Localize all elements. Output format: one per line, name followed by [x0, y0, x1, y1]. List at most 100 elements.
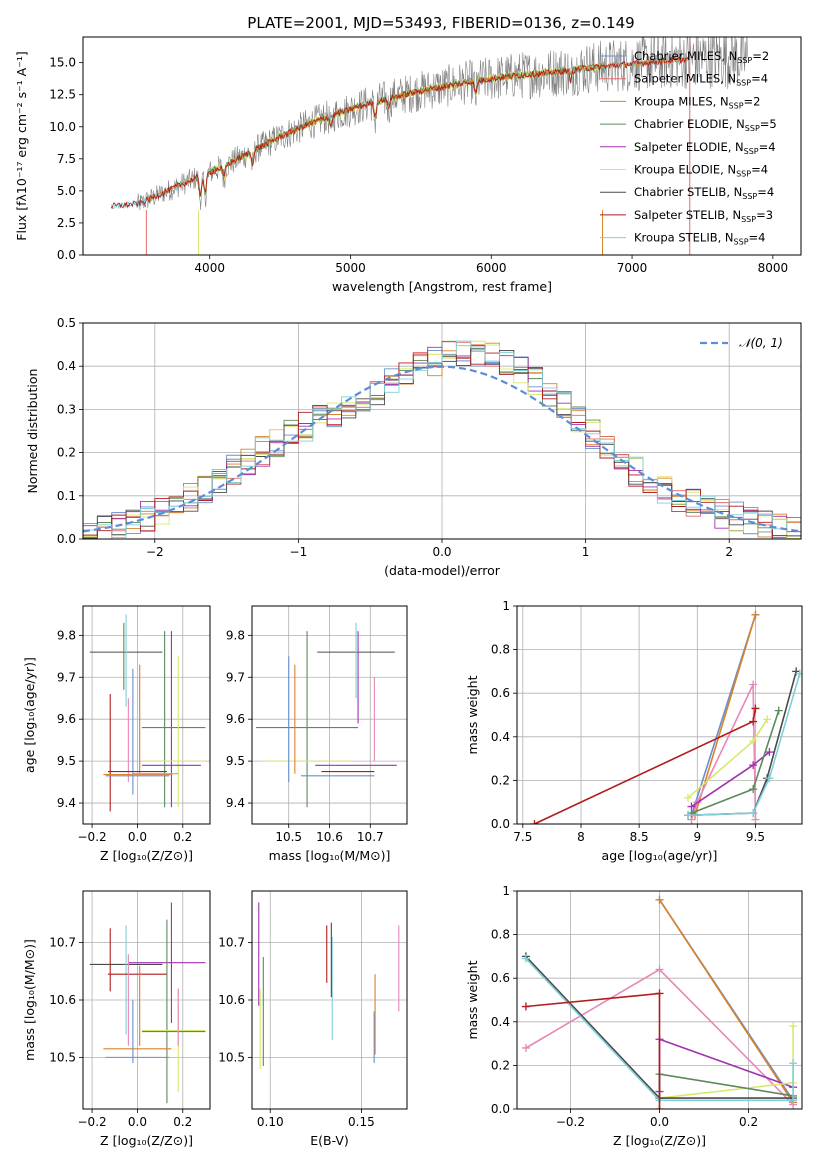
plot-area-age-vs-z — [83, 606, 210, 824]
x-tick-label: 8.5 — [630, 830, 649, 844]
mass-weight-line — [525, 992, 661, 1109]
y-tick-label: 9.7 — [226, 670, 245, 684]
legend-label: Kroupa MILES, NSSP=2 — [634, 94, 760, 110]
legend-value: =4 — [751, 163, 768, 177]
panel-mass-vs-ebv: 0.10 0.15 10.5 10.6 10.7 E(B-V) — [218, 890, 408, 1148]
legend-value: =4 — [749, 231, 766, 245]
y-tick-label: 5.0 — [57, 184, 76, 198]
plot-area-massweight-vs-z — [517, 891, 802, 1109]
x-tick-label: 0.0 — [650, 1115, 669, 1129]
x-axis-label: mass [log₁₀(M/M⊙)] — [269, 848, 391, 863]
residual-histogram — [83, 340, 801, 539]
mass-weight-line — [687, 673, 801, 817]
y-tick-label: 0.2 — [57, 446, 76, 460]
axes-frame — [82, 322, 802, 540]
legend-value: =2 — [744, 94, 761, 108]
model-spectrum — [110, 56, 689, 210]
x-tick-label: 0.2 — [173, 1115, 192, 1129]
x-tick-label: 10.5 — [275, 830, 302, 844]
y-tick-label: 0.0 — [491, 817, 510, 831]
legend-label: 𝒩(0, 1) — [739, 336, 783, 350]
legend-label: Salpeter ELODIE, NSSP=4 — [634, 140, 776, 156]
legend-subscript: SSP — [744, 147, 759, 156]
y-tick-label: 0.3 — [57, 402, 76, 416]
plot-area-age-vs-mass — [252, 606, 407, 824]
legend-subscript: SSP — [737, 56, 752, 65]
y-tick-label: 0.4 — [491, 1015, 510, 1029]
panel-mass-vs-z: −0.2 0.0 0.2 10.5 10.6 10.7 Z [log₁₀(Z/Z⊙)] mas… — [22, 890, 211, 1148]
y-tick-label: 0.0 — [57, 532, 76, 546]
x-tick-label: 5000 — [335, 261, 366, 275]
x-tick-label: 8000 — [758, 261, 789, 275]
x-axis-label: Z [log₁₀(Z/Z⊙)] — [613, 1133, 706, 1148]
y-tick-label: 10.5 — [49, 1050, 76, 1064]
mass-weight-marker — [795, 669, 802, 678]
mass-weight-marker — [774, 706, 783, 715]
y-tick-label: 0.6 — [491, 971, 510, 985]
model-spectrum — [195, 63, 604, 198]
y-tick-label: 9.7 — [57, 670, 76, 684]
mass-weight-marker — [655, 895, 664, 904]
legend-subscript: SSP — [729, 101, 744, 110]
legend-label: Chabrier MILES, NSSP=2 — [634, 49, 769, 65]
legend-subscript: SSP — [736, 79, 751, 88]
x-tick-label: 8 — [577, 830, 585, 844]
x-tick-label: 0.10 — [257, 1115, 284, 1129]
mass-weight-marker — [789, 1022, 798, 1031]
x-tick-label: 0.2 — [739, 1115, 758, 1129]
y-axis-label: age [log₁₀(age/yr)] — [22, 657, 37, 773]
mass-weight-marker — [749, 785, 758, 794]
x-axis-label: age [log₁₀(age/yr)] — [602, 848, 718, 863]
residual-histogram — [83, 352, 801, 539]
y-tick-label: 9.4 — [226, 796, 245, 810]
x-tick-label: 0.0 — [128, 1115, 147, 1129]
y-axis-label: Normed distribution — [25, 369, 40, 494]
x-tick-label: −1 — [290, 545, 308, 559]
y-tick-label: 7.5 — [57, 152, 76, 166]
panel-age-vs-z: −0.2 0.0 0.2 9.4 9.5 9.6 9.7 9.8 Z [log₁₀(Z/Z⊙)]… — [22, 605, 211, 863]
y-tick-label: 9.5 — [57, 754, 76, 768]
mass-weight-marker — [749, 680, 758, 689]
x-tick-label: −0.2 — [78, 1115, 107, 1129]
legend-value: =4 — [751, 72, 768, 86]
mass-weight-marker — [655, 989, 664, 998]
legend-label: Salpeter MILES, NSSP=4 — [634, 72, 768, 88]
legend-label: Chabrier ELODIE, NSSP=5 — [634, 117, 777, 133]
plot-area-spectrum — [110, 37, 748, 255]
legend-label: Chabrier STELIB, NSSP=4 — [634, 185, 774, 201]
mass-weight-marker — [789, 1059, 798, 1068]
y-tick-label: 0.2 — [491, 1058, 510, 1072]
mass-weight-marker — [749, 737, 758, 746]
mass-weight-marker — [763, 715, 772, 724]
x-axis-label: wavelength [Angstrom, rest frame] — [332, 279, 552, 294]
y-tick-label: 0.5 — [57, 316, 76, 330]
y-tick-label: 0.8 — [491, 643, 510, 657]
legend-value: =3 — [756, 208, 773, 222]
y-tick-label: 9.6 — [57, 712, 76, 726]
axes-frame — [251, 890, 408, 1110]
legend-subscript: SSP — [736, 170, 751, 179]
axes-frame — [82, 605, 211, 825]
plot-area-residuals — [83, 323, 801, 539]
mass-weight-marker — [521, 1043, 530, 1052]
figure-title: PLATE=2001, MJD=53493, FIBERID=0136, z=0… — [247, 14, 634, 32]
y-tick-label: 1 — [502, 884, 510, 898]
mass-weight-marker — [765, 748, 774, 757]
legend-subscript: SSP — [742, 192, 757, 201]
y-axis-label: Flux [fλ10⁻¹⁷ erg cm⁻² s⁻¹ A⁻¹] — [14, 51, 29, 240]
y-axis-label: mass [log₁₀(M/M⊙)] — [22, 939, 37, 1061]
mass-weight-line — [658, 1073, 794, 1099]
legend-value: =5 — [760, 117, 777, 131]
y-tick-label: 10.7 — [218, 936, 245, 950]
mass-weight-marker — [684, 811, 692, 820]
mass-weight-marker — [521, 954, 530, 963]
panel-residuals: −2 −1 0.0 1 2 0.0 0.1 0.2 0.3 0.4 0.5 (data-model)/… — [25, 316, 802, 578]
x-tick-label: 9.5 — [746, 830, 765, 844]
plot-area-mass-vs-z — [83, 891, 210, 1109]
x-tick-label: 9 — [693, 830, 701, 844]
x-tick-label: −0.2 — [78, 830, 107, 844]
mass-weight-line — [658, 899, 794, 1103]
x-tick-label: 7000 — [617, 261, 648, 275]
mass-weight-line — [525, 958, 794, 1102]
x-tick-label: 0.0 — [128, 830, 147, 844]
